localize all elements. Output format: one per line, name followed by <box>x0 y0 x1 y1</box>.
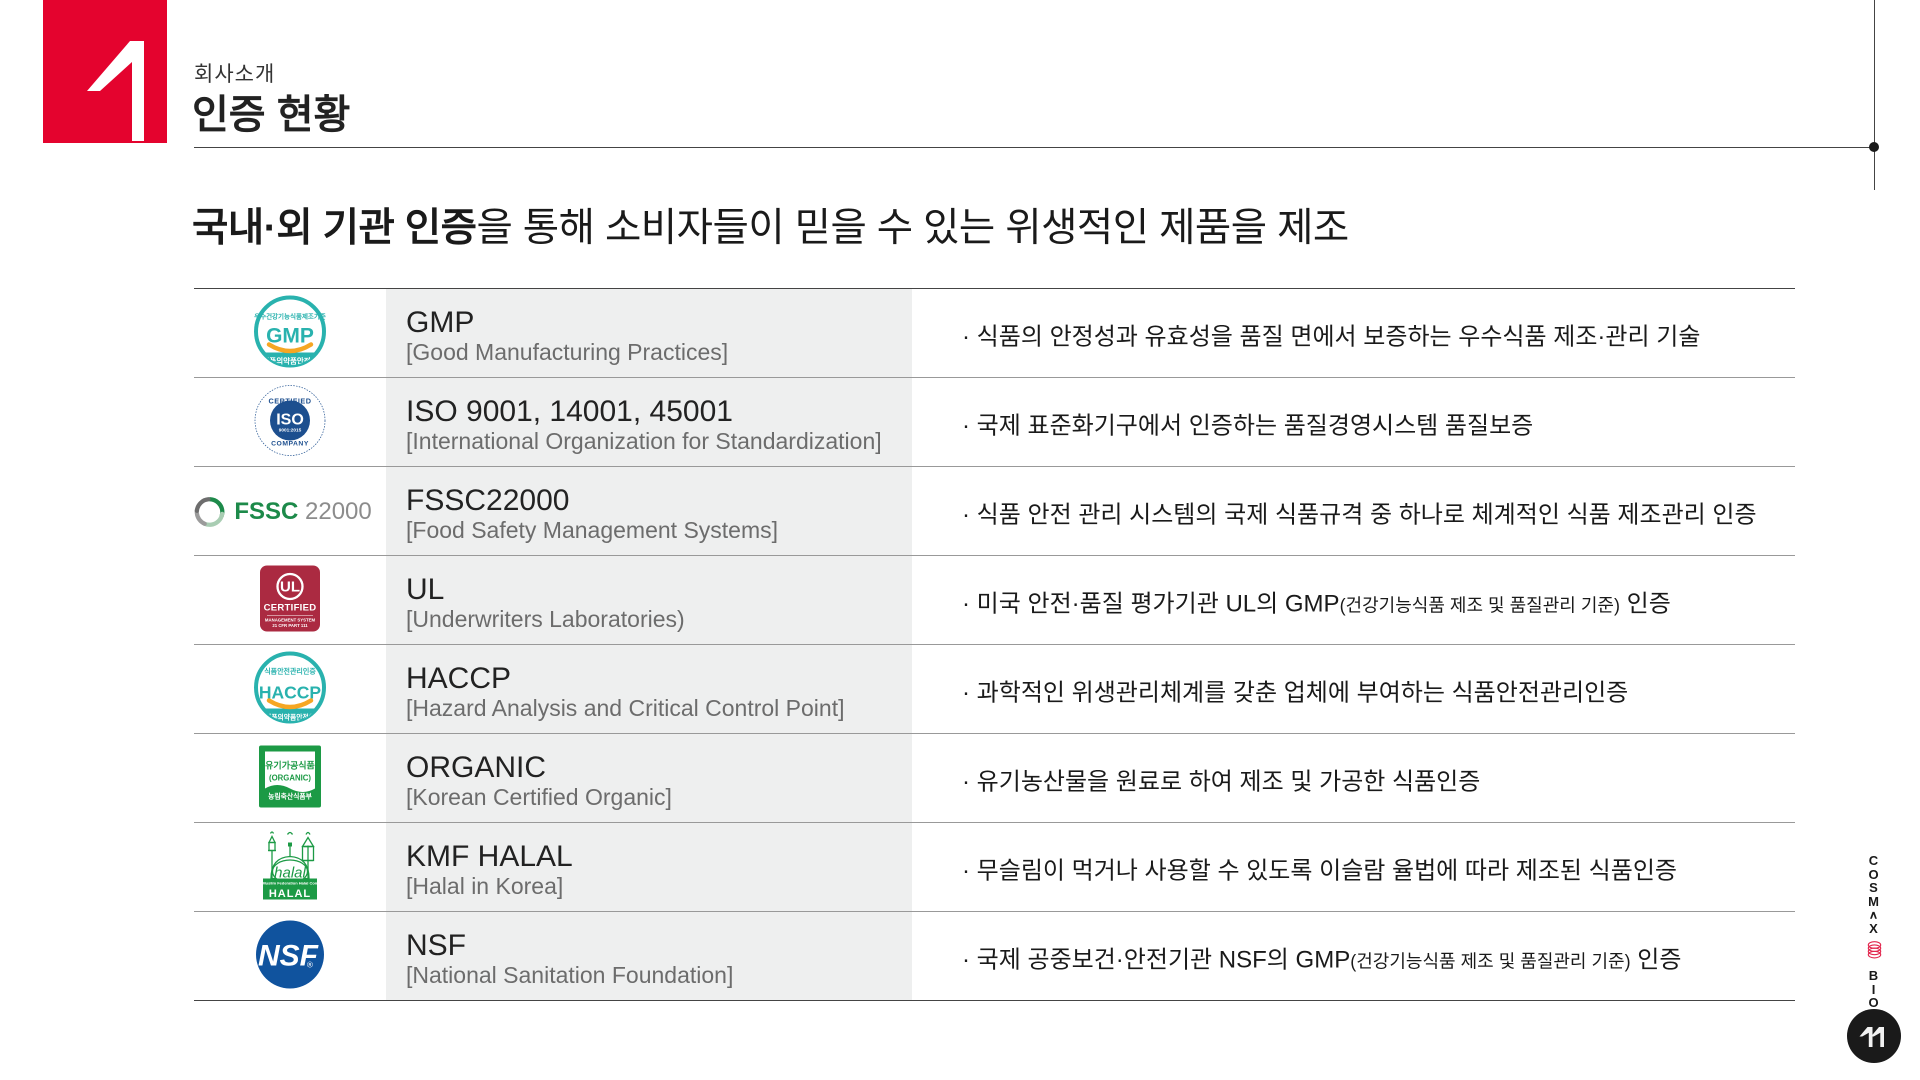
svg-text:(ORGANIC): (ORGANIC) <box>269 773 311 782</box>
svg-text:CERTIFIED: CERTIFIED <box>264 602 317 613</box>
svg-text:Korea Muslim Federation Halal: Korea Muslim Federation Halal Committee <box>261 880 319 885</box>
svg-text:UL: UL <box>280 578 300 595</box>
svg-text:®: ® <box>307 960 313 969</box>
svg-text:COMPANY: COMPANY <box>271 440 309 447</box>
svg-text:MANAGEMENT SYSTEM: MANAGEMENT SYSTEM <box>265 617 316 622</box>
svg-text:식품안전관리인증: 식품안전관리인증 <box>264 666 316 675</box>
svg-text:9001:2015: 9001:2015 <box>279 427 302 432</box>
svg-text:ISO: ISO <box>276 411 304 428</box>
svg-text:HALAL: HALAL <box>269 888 311 900</box>
svg-text:유기가공식품: 유기가공식품 <box>265 759 315 770</box>
svg-text:우수건강기능식품제조기준: 우수건강기능식품제조기준 <box>254 311 326 320</box>
svg-text:21 CFR PART 111: 21 CFR PART 111 <box>272 623 308 628</box>
svg-text:농림축산식품부: 농림축산식품부 <box>268 791 313 800</box>
svg-text:GMP: GMP <box>266 324 314 347</box>
svg-text:CERTIFIED: CERTIFIED <box>268 396 311 405</box>
